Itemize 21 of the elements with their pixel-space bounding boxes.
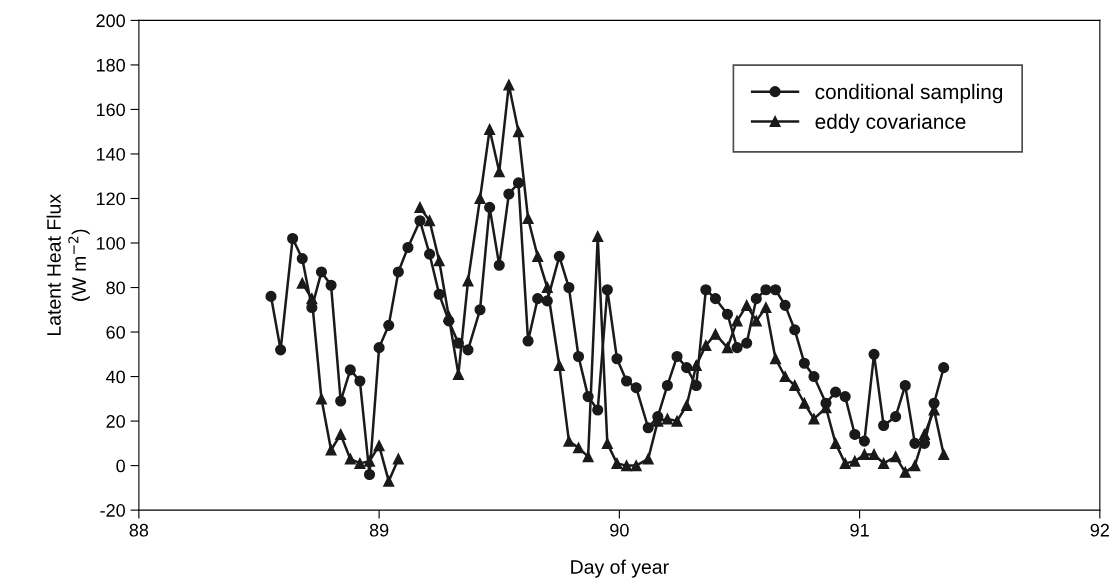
y-tick-label: 180 — [96, 58, 125, 72]
y-tick-label: 140 — [96, 147, 125, 161]
x-tick-label: 88 — [129, 523, 149, 537]
y-tick-label: -20 — [100, 504, 125, 517]
y-tick-label: 60 — [106, 325, 125, 339]
y-tick-label: 80 — [106, 281, 125, 295]
y-tick-label: 120 — [96, 192, 125, 206]
y-tick-label: 200 — [96, 14, 125, 28]
y-axis-title: Latent Heat Flux (W m$^{−2}$) — [46, 194, 90, 335]
y-tick-label: 160 — [96, 103, 125, 117]
x-tick-label: 89 — [369, 523, 389, 537]
y-tick-label: 40 — [106, 370, 125, 384]
x-tick-label: 91 — [850, 523, 869, 537]
y-tick-label: 0 — [116, 459, 125, 473]
legend-label: conditional sampling — [815, 83, 1003, 104]
legend-label: eddy covariance — [815, 113, 966, 134]
x-tick-label: 90 — [610, 523, 629, 537]
y-tick-label: 100 — [96, 236, 125, 250]
x-axis-title: Day of year — [571, 559, 669, 578]
x-tick-label: 92 — [1090, 523, 1109, 537]
y-tick-label: 20 — [106, 415, 125, 428]
